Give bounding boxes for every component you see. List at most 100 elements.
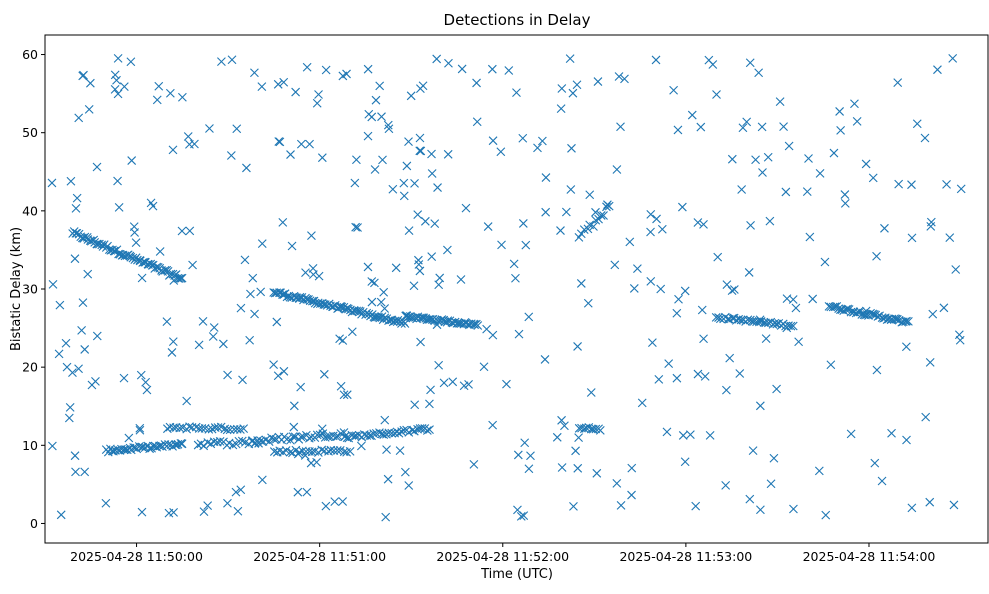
data-point-marker <box>291 87 300 97</box>
data-point-marker <box>363 262 373 272</box>
data-point-marker <box>872 251 881 261</box>
data-point-marker <box>589 222 598 231</box>
data-point-marker <box>880 223 889 233</box>
y-axis: 0 10 20 30 40 50 60 <box>22 47 45 531</box>
data-point-marker <box>868 173 878 183</box>
data-point-marker <box>185 226 195 236</box>
data-point-marker <box>302 62 312 72</box>
data-point-marker <box>840 190 850 199</box>
data-point-marker <box>782 323 792 333</box>
data-point-marker <box>351 431 361 441</box>
data-point-marker <box>672 308 682 318</box>
data-point-marker <box>556 104 566 114</box>
data-point-marker <box>213 423 223 432</box>
data-point-marker <box>353 223 362 232</box>
data-point-marker <box>296 432 306 442</box>
data-point-marker <box>654 375 664 384</box>
data-point-marker <box>321 501 331 511</box>
data-point-marker <box>488 330 498 340</box>
data-point-marker <box>296 139 306 149</box>
data-point-marker <box>155 441 164 451</box>
data-point-marker <box>754 68 764 78</box>
data-point-marker <box>267 433 276 443</box>
data-point-marker <box>352 155 361 165</box>
data-point-marker <box>381 512 391 522</box>
data-point-marker <box>561 207 571 217</box>
data-point-marker <box>371 95 381 105</box>
data-point-marker <box>175 423 185 433</box>
data-point-marker <box>380 415 390 425</box>
data-point-marker <box>321 65 331 75</box>
data-point-marker <box>425 399 434 409</box>
data-point-marker <box>456 275 466 284</box>
data-point-marker <box>887 428 896 438</box>
data-point-marker <box>772 384 781 394</box>
data-point-marker <box>573 463 583 473</box>
data-point-marker <box>599 211 608 220</box>
data-point-marker <box>687 110 697 120</box>
data-point-marker <box>586 388 596 397</box>
data-point-marker <box>652 214 661 224</box>
data-point-marker <box>633 264 642 274</box>
data-point-marker <box>168 145 178 155</box>
data-point-marker <box>273 371 283 381</box>
data-point-marker <box>136 370 146 380</box>
data-point-marker <box>433 183 442 192</box>
data-point-marker <box>902 316 911 326</box>
data-point-marker <box>828 302 838 312</box>
data-point-marker <box>238 375 247 385</box>
data-point-marker <box>945 233 955 243</box>
data-point-marker <box>351 222 361 232</box>
data-points <box>47 53 966 522</box>
data-point-marker <box>286 435 295 445</box>
data-point-marker <box>620 74 629 84</box>
data-point-marker <box>513 450 523 460</box>
data-point-marker <box>395 446 405 456</box>
data-point-marker <box>727 154 737 164</box>
data-point-marker <box>557 463 567 472</box>
x-tick-label: 2025-04-28 11:50:00 <box>70 549 203 564</box>
data-point-marker <box>145 444 154 454</box>
data-point-marker <box>755 401 765 411</box>
data-point-marker <box>646 227 655 237</box>
data-point-marker <box>399 425 409 435</box>
data-point-marker <box>625 237 635 247</box>
data-point-marker <box>246 289 255 299</box>
data-point-marker <box>448 377 458 387</box>
data-point-marker <box>669 85 678 95</box>
data-point-marker <box>66 176 76 186</box>
data-point-marker <box>300 451 310 460</box>
data-point-marker <box>233 506 243 516</box>
data-point-marker <box>256 287 266 297</box>
data-point-marker <box>326 445 336 455</box>
data-point-marker <box>557 84 567 93</box>
data-point-marker <box>472 117 482 127</box>
data-point-marker <box>704 55 714 65</box>
data-point-marker <box>83 269 93 279</box>
data-point-marker <box>237 436 247 446</box>
data-point-marker <box>410 400 420 410</box>
data-point-marker <box>443 149 453 159</box>
data-point-marker <box>137 273 147 283</box>
data-point-marker <box>227 55 237 65</box>
data-point-marker <box>725 353 735 363</box>
data-point-marker <box>770 318 780 328</box>
data-point-marker <box>336 381 346 391</box>
data-point-marker <box>328 302 338 312</box>
data-point-marker <box>488 420 498 430</box>
data-point-marker <box>877 476 887 486</box>
data-point-marker <box>729 285 739 294</box>
data-point-marker <box>769 453 779 463</box>
data-point-marker <box>132 255 142 265</box>
y-axis-label: Bistatic Delay (km) <box>9 227 24 351</box>
data-point-marker <box>272 288 282 298</box>
data-point-marker <box>332 446 342 455</box>
data-point-marker <box>691 501 701 511</box>
data-point-marker <box>415 146 425 156</box>
data-point-marker <box>763 152 773 162</box>
data-point-marker <box>595 426 605 435</box>
data-point-marker <box>137 507 147 517</box>
data-point-marker <box>315 430 325 440</box>
data-point-marker <box>627 463 637 473</box>
data-point-marker <box>907 233 917 243</box>
